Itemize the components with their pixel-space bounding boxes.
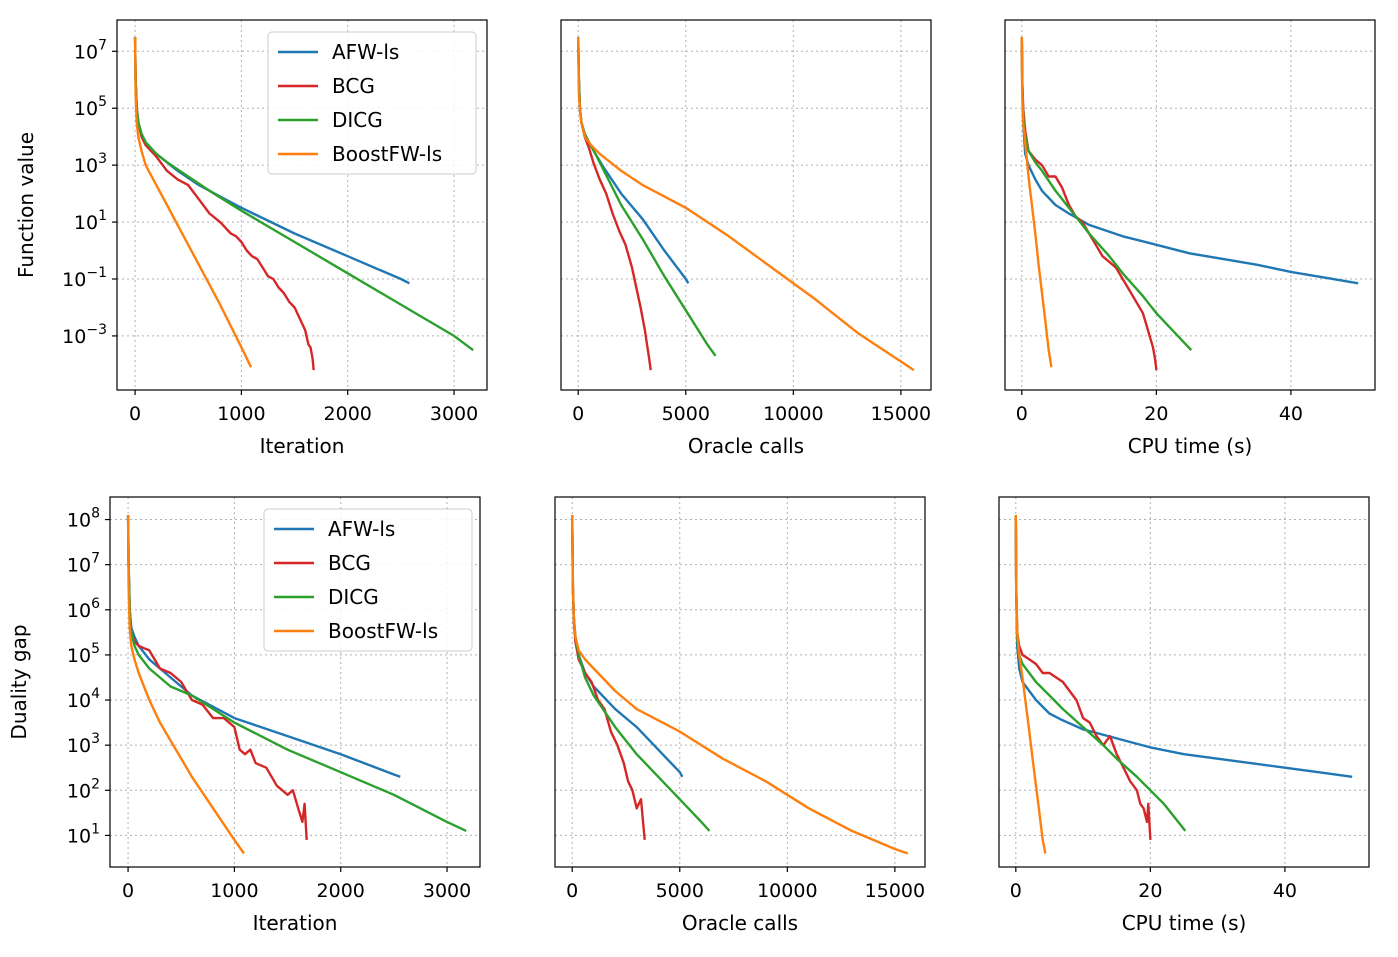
x-tick-label: 0 (129, 403, 141, 425)
series-line-afw-ls (1014, 514, 1353, 778)
subplot-5: 0 5000 10000 15000 Oracle calls (554, 496, 926, 935)
subplot-4: 0 1000 2000 3000 108 107 106 105 104 103 102 101 Ite… (7, 496, 481, 935)
series-line-afw-ls (577, 37, 690, 284)
legend-box (267, 31, 477, 175)
subplot-6: 0 20 40 CPU time (s) (998, 496, 1370, 935)
series-line-bcg (126, 514, 308, 840)
axes-frame (998, 496, 1370, 868)
x-tick-label: 1000 (210, 880, 258, 902)
x-tick-label: 2000 (317, 880, 365, 902)
x-axis-label: CPU time (s) (1122, 911, 1247, 935)
y-tick-label: 102 (67, 776, 100, 802)
legend: AFW-ls BCG DICG BoostFW-ls (263, 508, 473, 652)
x-tick-label: 10000 (763, 403, 823, 425)
x-axis-label: Iteration (253, 911, 338, 935)
y-tick-label: 101 (74, 208, 107, 234)
y-tick-label: 105 (67, 641, 100, 667)
y-tick-label: 107 (67, 551, 100, 577)
legend-label-dicg: DICG (332, 108, 383, 132)
x-tick-label: 0 (122, 880, 134, 902)
legend-label-afw-ls: AFW-ls (328, 517, 395, 541)
axes-frame (560, 19, 932, 391)
series-line-bcg (133, 37, 315, 371)
x-tick-label: 40 (1273, 880, 1297, 902)
y-tick-label: 106 (67, 596, 100, 622)
x-axis-label: CPU time (s) (1128, 434, 1253, 458)
x-tick-label: 40 (1279, 403, 1303, 425)
legend-box (263, 508, 473, 652)
y-tick-label: 10−1 (62, 265, 107, 291)
subplot-1: 0 1000 2000 3000 107 105 103 101 10−1 10−3 Iterati… (14, 19, 488, 458)
axes-frame (109, 496, 481, 868)
series-line-boostfw-ls (1014, 514, 1047, 854)
x-tick-label: 0 (1016, 403, 1028, 425)
axes-frame (554, 496, 926, 868)
x-tick-label: 0 (566, 880, 578, 902)
x-axis-label: Oracle calls (682, 911, 798, 935)
x-tick-label: 0 (572, 403, 584, 425)
series-line-dicg (577, 37, 717, 357)
series-line-boostfw-ls (577, 37, 915, 372)
x-tick-label: 10000 (757, 880, 817, 902)
y-tick-label: 10−3 (62, 322, 107, 348)
x-axis-label: Iteration (260, 434, 345, 458)
y-axis-label: Function value (14, 132, 38, 278)
x-tick-label: 0 (1010, 880, 1022, 902)
x-tick-label: 1000 (217, 403, 265, 425)
y-tick-label: 107 (74, 37, 107, 63)
legend-label-afw-ls: AFW-ls (332, 40, 399, 64)
series-line-bcg (1020, 37, 1158, 371)
legend-label-boostfw-ls: BoostFW-ls (332, 142, 442, 166)
y-tick-label: 103 (67, 731, 100, 757)
series-line-boostfw-ls (571, 514, 909, 855)
x-tick-label: 5000 (662, 403, 710, 425)
x-tick-label: 5000 (656, 880, 704, 902)
axes-frame (116, 19, 488, 391)
x-tick-label: 3000 (423, 880, 471, 902)
series-line-dicg (571, 514, 711, 832)
x-tick-label: 3000 (430, 403, 478, 425)
legend-label-bcg: BCG (332, 74, 375, 98)
y-tick-label: 101 (67, 821, 100, 847)
y-tick-label: 104 (67, 686, 100, 712)
series-line-afw-ls (571, 514, 684, 778)
legend-label-bcg: BCG (328, 551, 371, 575)
x-axis-label: Oracle calls (688, 434, 804, 458)
series-line-bcg (1014, 514, 1152, 840)
subplot-3: 0 20 40 CPU time (s) (1004, 19, 1376, 458)
y-tick-label: 105 (74, 94, 107, 120)
series-line-boostfw-ls (126, 514, 245, 855)
series-line-dicg (1020, 37, 1193, 352)
x-tick-label: 15000 (865, 880, 925, 902)
y-tick-label: 108 (67, 506, 100, 532)
x-tick-label: 15000 (871, 403, 931, 425)
legend: AFW-ls BCG DICG BoostFW-ls (267, 31, 477, 175)
series-line-afw-ls (1020, 37, 1359, 285)
legend-label-boostfw-ls: BoostFW-ls (328, 619, 438, 643)
y-tick-label: 103 (74, 151, 107, 177)
x-tick-label: 20 (1144, 403, 1168, 425)
series-line-bcg (577, 37, 652, 371)
y-axis-label: Duality gap (7, 624, 31, 739)
series-line-boostfw-ls (133, 37, 253, 368)
series-line-bcg (571, 514, 646, 841)
x-tick-label: 20 (1138, 880, 1162, 902)
legend-label-dicg: DICG (328, 585, 379, 609)
series-line-boostfw-ls (1020, 37, 1053, 368)
x-tick-label: 2000 (324, 403, 372, 425)
axes-frame (1004, 19, 1376, 391)
subplot-2: 0 5000 10000 15000 Oracle calls (560, 19, 932, 458)
